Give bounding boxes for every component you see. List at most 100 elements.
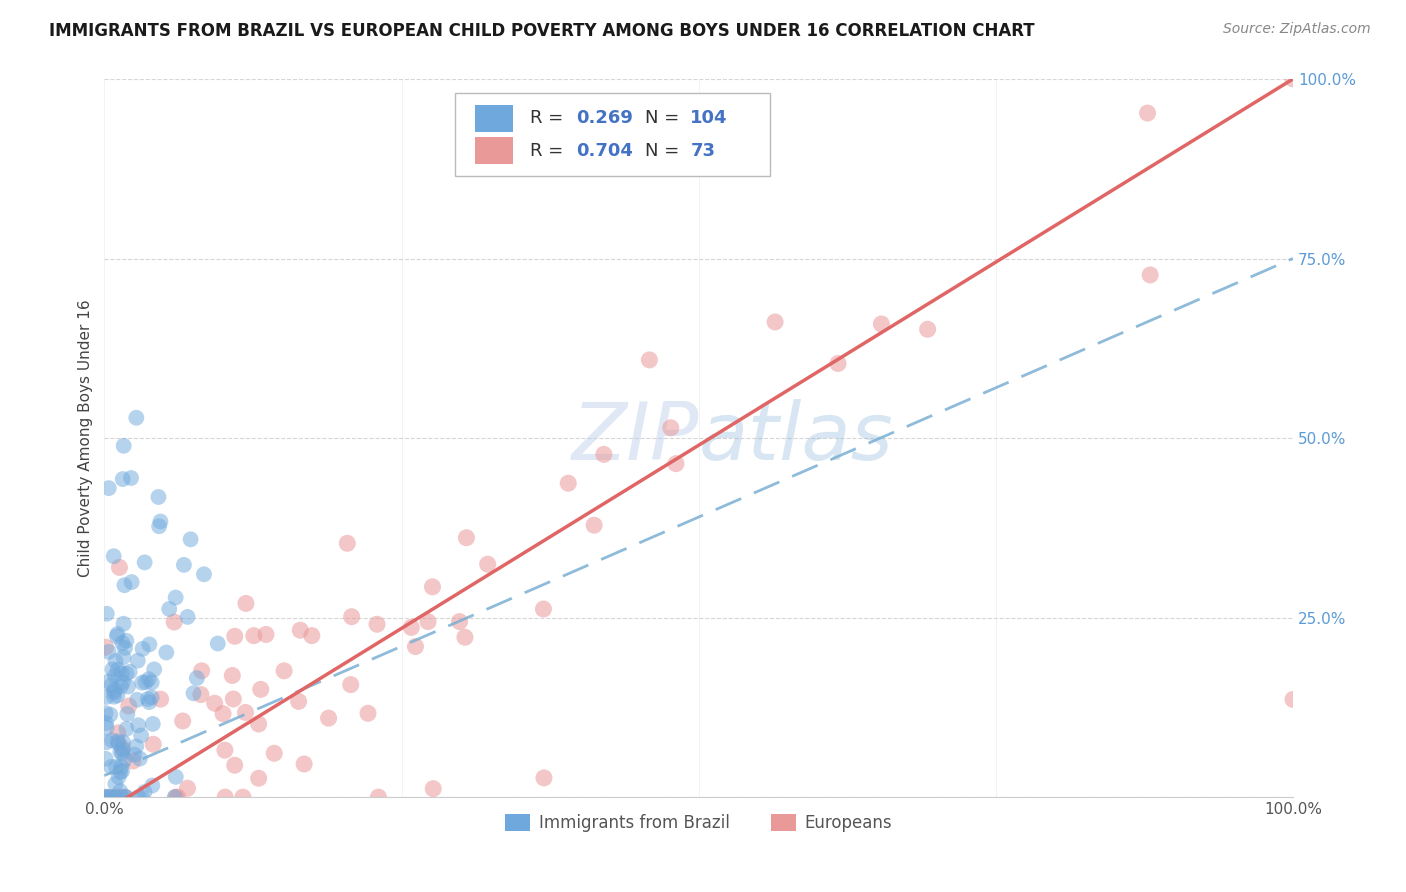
Point [125,739,148,754]
Point [104,790,127,805]
Point [104,669,127,683]
Point [100,760,122,774]
Point [129,729,152,743]
Point [416,615,439,629]
Point [112,790,135,805]
Point [917,322,939,336]
Point [110,790,132,805]
Point [98,707,121,722]
Point [165,790,187,805]
Point [127,692,149,706]
Point [136,692,159,706]
Text: IMMIGRANTS FROM BRAZIL VS EUROPEAN CHILD POVERTY AMONG BOYS UNDER 16 CORRELATION: IMMIGRANTS FROM BRAZIL VS EUROPEAN CHILD… [49,22,1035,40]
Point [96,790,118,805]
Point [110,760,132,774]
Point [124,747,146,762]
Point [1282,72,1305,87]
Point [149,515,172,529]
Point [138,695,160,709]
Point [97,645,120,659]
Point [141,675,163,690]
Point [357,706,380,721]
Point [148,490,170,504]
Point [141,779,163,793]
Point [96,721,118,735]
Point [112,735,135,749]
Legend: Immigrants from Brazil, Europeans: Immigrants from Brazil, Europeans [499,807,898,839]
Point [401,620,423,634]
Point [149,692,172,706]
Point [101,662,124,676]
Point [108,784,131,798]
Text: N =: N = [645,110,685,128]
Point [456,531,478,545]
Point [94,752,117,766]
Point [638,352,661,367]
Point [96,607,118,621]
Point [235,596,257,610]
Point [97,674,120,689]
Point [110,680,132,694]
Point [183,686,205,700]
Point [422,580,444,594]
Point [336,536,359,550]
Point [163,615,186,629]
Point [592,447,614,461]
Point [176,781,198,796]
Point [180,533,202,547]
Point [114,751,136,765]
Point [103,549,125,564]
Point [318,711,340,725]
Point [404,640,426,654]
Point [107,770,129,784]
Point [110,745,132,759]
Point [127,654,149,668]
Point [114,578,136,592]
Text: ZIP: ZIP [571,399,699,477]
Point [128,790,150,805]
Point [287,694,309,708]
Point [190,664,212,678]
Point [122,754,145,768]
Point [247,717,270,731]
Point [249,682,271,697]
Point [94,790,117,805]
Point [111,742,134,756]
Point [111,741,134,756]
Point [105,760,128,774]
Point [243,629,266,643]
Point [1136,106,1159,120]
Point [212,706,235,721]
Point [115,790,138,805]
Point [121,575,143,590]
Point [301,629,323,643]
Point [98,790,121,805]
Point [94,640,117,655]
Point [112,650,135,665]
Point [222,692,245,706]
Point [107,627,129,641]
Point [165,591,187,605]
Point [108,790,131,805]
Point [232,790,254,805]
Point [193,567,215,582]
Point [94,790,117,805]
Point [235,706,257,720]
Text: Source: ZipAtlas.com: Source: ZipAtlas.com [1223,22,1371,37]
Point [101,733,124,747]
Point [1139,268,1161,282]
Point [94,706,117,721]
Point [111,746,134,760]
Point [533,771,555,785]
Point [290,623,312,637]
Point [105,629,128,643]
Point [111,636,134,650]
Point [340,609,363,624]
Point [141,690,163,705]
Y-axis label: Child Poverty Among Boys Under 16: Child Poverty Among Boys Under 16 [79,299,93,577]
Point [125,410,148,425]
Point [107,726,129,740]
Point [224,758,246,772]
Text: atlas: atlas [699,399,893,477]
Point [107,736,129,750]
